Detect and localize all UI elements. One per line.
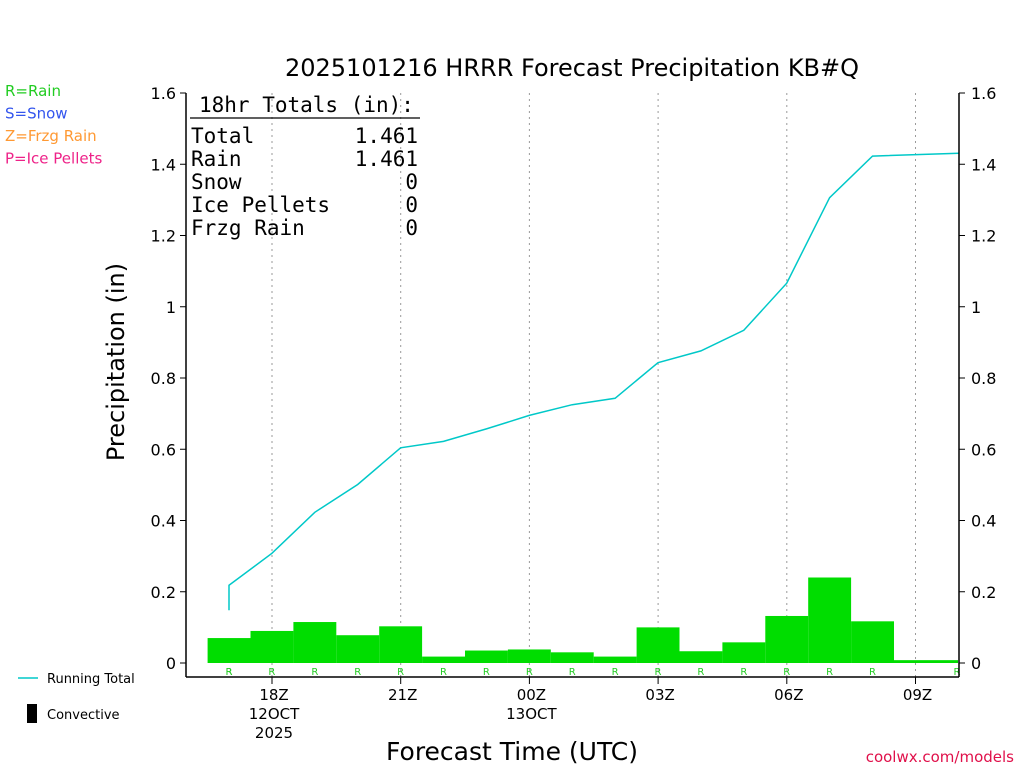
totals-row-value: 1.461 <box>355 124 418 148</box>
running-total-legend-label: Running Total <box>47 672 135 687</box>
y-tick-label-left: 1.6 <box>151 84 176 103</box>
precip-type-marker: R <box>569 667 576 678</box>
y-tick-label-right: 0.6 <box>971 440 996 459</box>
precip-type-marker: R <box>740 667 747 678</box>
totals-row-value: 0 <box>405 170 418 194</box>
totals-box: 18hr Totals (in): Total 1.461 Rain 1.461 Snow… <box>190 93 420 240</box>
y-tick-labels: 0 00.2 0.20.4 0.40.6 0.60.8 0.81 11.2 1.21.4 1.4… <box>151 84 997 673</box>
x-tick-label: 12OCT <box>249 705 300 723</box>
x-tick-label: 2025 <box>255 724 293 742</box>
precip-bar <box>679 651 723 663</box>
y-tick-label-left: 0.8 <box>151 369 176 388</box>
precip-type-marker: R <box>697 667 704 678</box>
precip-bar <box>465 650 508 663</box>
precip-type-marker: R <box>226 667 233 678</box>
y-tick-label-left: 1.2 <box>151 227 176 246</box>
precip-type-marker: R <box>954 667 961 678</box>
precip-type-marker: R <box>354 667 361 678</box>
y-tick-label-right: 0 <box>971 654 981 673</box>
precip-type-legend-item: Z=Frzg Rain <box>5 127 97 145</box>
precip-type-legend-item: R=Rain <box>5 82 61 100</box>
precip-type-marker: R <box>226 667 233 678</box>
x-axis-label: Forecast Time (UTC) <box>386 737 638 766</box>
x-tick-label: 06Z <box>774 686 803 704</box>
y-tick-label-right: 1.4 <box>971 155 996 174</box>
x-tick-label: 13OCT <box>506 705 557 723</box>
bar-series <box>207 577 958 663</box>
x-tick-label: 00Z <box>517 686 546 704</box>
precip-type-marker: R <box>268 667 275 678</box>
y-tick-label-right: 1.2 <box>971 227 996 246</box>
y-axis-label: Precipitation (in) <box>102 263 130 461</box>
chart-title: 2025101216 HRRR Forecast Precipitation K… <box>285 54 859 82</box>
precip-type-marker: R <box>526 667 533 678</box>
precip-bar <box>722 642 766 663</box>
precip-type-legend: R=Rain S=Snow Z=Frzg Rain P=Ice Pellets <box>5 82 102 168</box>
precip-bar <box>379 626 423 663</box>
precip-type-marker: R <box>440 667 447 678</box>
precip-type-marker: R <box>826 667 833 678</box>
y-tick-label-right: 1.6 <box>971 84 996 103</box>
y-tick-label-left: 0.4 <box>151 512 176 531</box>
totals-row-label: Ice Pellets <box>191 193 330 217</box>
y-tick-label-left: 0 <box>166 654 176 673</box>
y-tick-label-right: 0.8 <box>971 369 996 388</box>
axes <box>180 92 965 684</box>
totals-row-value: 1.461 <box>355 147 418 171</box>
precip-bar <box>765 615 809 663</box>
totals-row-label: Snow <box>191 170 242 194</box>
grid-lines <box>271 93 916 677</box>
precip-type-marker: R <box>612 667 619 678</box>
precip-bar <box>293 622 337 663</box>
totals-row-value: 0 <box>405 193 418 217</box>
y-tick-label-left: 1.4 <box>151 155 176 174</box>
precip-bar <box>894 660 958 663</box>
y-tick-label-left: 0.6 <box>151 440 176 459</box>
precip-bar <box>593 656 637 663</box>
y-tick-label-right: 0.2 <box>971 583 996 602</box>
convective-legend-label: Convective <box>47 708 120 723</box>
y-tick-label-right: 0.4 <box>971 512 996 531</box>
precip-bar <box>851 621 894 663</box>
precip-bar <box>550 652 594 663</box>
y-tick-label-left: 0.2 <box>151 583 176 602</box>
precip-bar <box>336 635 380 663</box>
totals-row-label: Rain <box>191 147 242 171</box>
credit-text: coolwx.com/models <box>866 748 1014 766</box>
precip-type-marker: R <box>655 667 662 678</box>
y-tick-label-left: 1 <box>166 298 176 317</box>
totals-row-label: Total <box>191 124 254 148</box>
precip-bar <box>250 630 294 663</box>
precip-type-legend-item: S=Snow <box>5 105 68 123</box>
precip-type-legend-item: P=Ice Pellets <box>5 150 102 168</box>
type-markers: RR R R R R R R R R R R R R R R R R <box>226 667 961 678</box>
precip-bar <box>207 638 251 663</box>
precip-type-marker: R <box>783 667 790 678</box>
x-tick-label: 18Z <box>259 686 288 704</box>
y-tick-label-right: 1 <box>971 298 981 317</box>
x-tick-label: 03Z <box>645 686 674 704</box>
running-total-line <box>228 152 960 611</box>
totals-heading: 18hr Totals (in): <box>199 93 414 117</box>
precip-type-marker: R <box>397 667 404 678</box>
convective-legend-swatch <box>27 704 37 723</box>
precip-type-marker: R <box>311 667 318 678</box>
x-tick-label: 09Z <box>903 686 932 704</box>
precip-type-marker: R <box>483 667 490 678</box>
totals-row-value: 0 <box>405 216 418 240</box>
series-legend: Running Total Convective <box>18 672 135 723</box>
precip-bar <box>507 649 551 663</box>
precip-type-marker: R <box>869 667 876 678</box>
precip-bar <box>808 577 852 663</box>
totals-row-label: Frzg Rain <box>191 216 305 240</box>
precip-bar <box>636 627 680 663</box>
precip-bar <box>422 656 465 663</box>
x-tick-label: 21Z <box>388 686 417 704</box>
